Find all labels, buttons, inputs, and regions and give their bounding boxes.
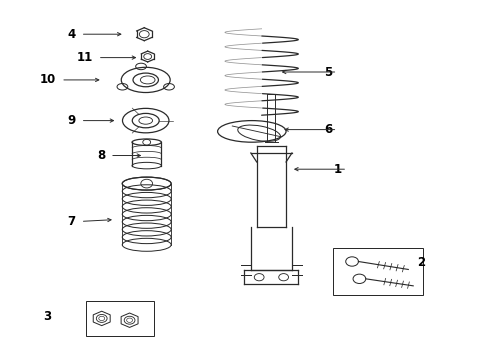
Text: 2: 2 (416, 256, 425, 269)
Text: 7: 7 (67, 215, 76, 228)
Text: 1: 1 (333, 163, 342, 176)
Text: 3: 3 (43, 310, 51, 323)
Text: 8: 8 (97, 149, 105, 162)
Text: 4: 4 (67, 28, 76, 41)
Text: 11: 11 (77, 51, 93, 64)
Text: 6: 6 (324, 123, 332, 136)
Text: 10: 10 (40, 73, 56, 86)
Bar (332, 248, 422, 295)
Text: 5: 5 (324, 66, 332, 78)
Text: 9: 9 (67, 114, 76, 127)
Bar (85, 301, 154, 336)
